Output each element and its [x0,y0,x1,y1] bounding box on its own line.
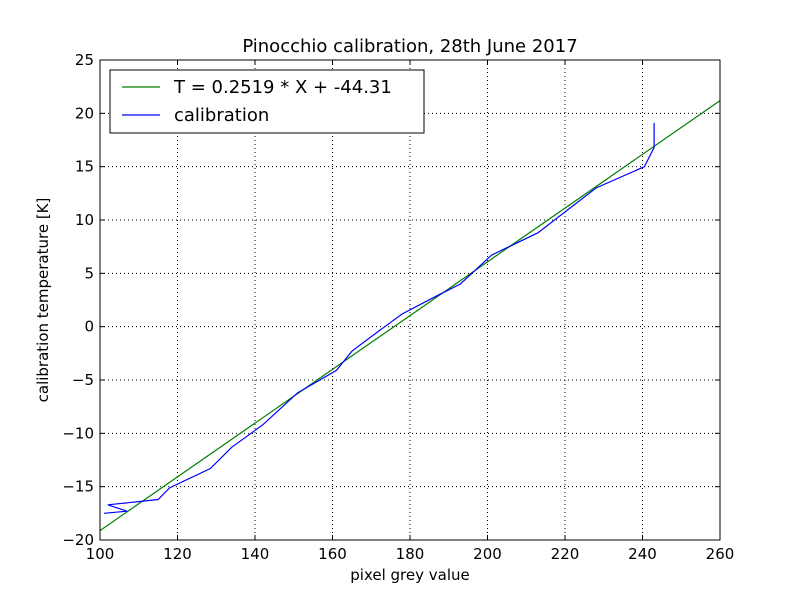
legend: T = 0.2519 * X + -44.31 calibration [109,69,425,134]
plot-area: 100 120 140 160 180 200 220 240 260 −20 −15 −10 −5 0… [62,51,734,563]
y-tick-label: 0 [84,318,94,336]
x-tick-label: 140 [241,545,270,563]
x-tick-label: 200 [473,545,502,563]
x-tick-label: 220 [551,545,580,563]
x-tick-label: 260 [706,545,735,563]
x-tick-label: 240 [628,545,657,563]
y-tick-label: −15 [62,478,94,496]
legend-label-fit: T = 0.2519 * X + -44.31 [173,77,392,98]
y-tick-label: −20 [62,531,94,549]
y-tick-label: 20 [75,104,94,122]
y-tick-label: −10 [62,424,94,442]
y-tick-label: −5 [72,371,94,389]
legend-label-calibration: calibration [174,105,269,126]
x-axis-label: pixel grey value [350,566,469,584]
tick-marks [99,59,721,541]
x-tick-label: 180 [396,545,425,563]
series-layer [99,100,721,532]
x-tick-label: 160 [318,545,347,563]
series-fit-line [99,100,721,532]
y-tick-label: 25 [75,51,94,69]
y-axis-label: calibration temperature [K] [34,198,52,403]
chart-title: Pinocchio calibration, 28th June 2017 [242,36,577,57]
y-tick-labels: −20 −15 −10 −5 0 5 10 15 20 25 [62,51,94,549]
y-tick-label: 15 [75,158,94,176]
y-tick-label: 5 [84,264,94,282]
legend-box [109,69,425,134]
x-tick-labels: 100 120 140 160 180 200 220 240 260 [86,545,735,563]
grid-lines [100,60,720,540]
y-tick-label: 10 [75,211,94,229]
x-tick-label: 120 [163,545,192,563]
series-calibration-line [103,122,655,514]
x-tick-label: 100 [86,545,115,563]
